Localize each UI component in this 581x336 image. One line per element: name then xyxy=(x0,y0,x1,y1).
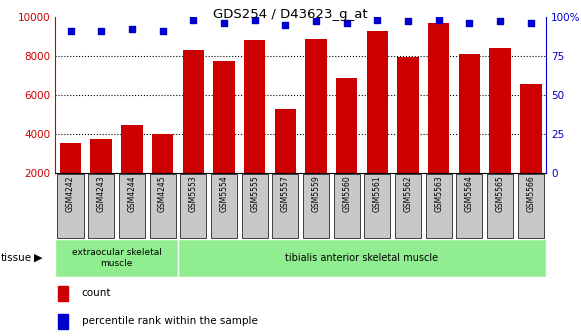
Text: GSM5564: GSM5564 xyxy=(465,175,474,212)
FancyBboxPatch shape xyxy=(149,174,175,238)
Text: tibialis anterior skeletal muscle: tibialis anterior skeletal muscle xyxy=(285,253,439,263)
FancyBboxPatch shape xyxy=(58,174,84,238)
Bar xyxy=(336,78,357,173)
Bar xyxy=(58,286,68,301)
Bar xyxy=(182,50,204,173)
FancyBboxPatch shape xyxy=(518,174,544,238)
Bar xyxy=(58,314,68,329)
FancyBboxPatch shape xyxy=(487,174,513,238)
Point xyxy=(311,19,321,24)
Text: GSM4245: GSM4245 xyxy=(158,175,167,212)
Point xyxy=(526,20,536,26)
FancyBboxPatch shape xyxy=(426,174,452,238)
Bar xyxy=(275,109,296,173)
Bar xyxy=(458,54,480,173)
FancyBboxPatch shape xyxy=(272,174,299,238)
Text: GSM5561: GSM5561 xyxy=(373,175,382,212)
FancyBboxPatch shape xyxy=(242,174,268,238)
Text: GSM5562: GSM5562 xyxy=(404,175,413,212)
Text: GSM5554: GSM5554 xyxy=(220,175,228,212)
FancyBboxPatch shape xyxy=(211,174,237,238)
Text: GSM5559: GSM5559 xyxy=(311,175,321,212)
Point xyxy=(250,17,259,23)
Bar xyxy=(367,32,388,173)
FancyBboxPatch shape xyxy=(180,174,206,238)
FancyBboxPatch shape xyxy=(364,174,390,238)
Text: ▶: ▶ xyxy=(34,253,42,263)
Text: GSM5560: GSM5560 xyxy=(342,175,351,212)
Bar xyxy=(244,40,266,173)
Bar xyxy=(60,143,81,173)
Text: extraocular skeletal
muscle: extraocular skeletal muscle xyxy=(71,248,162,267)
Point xyxy=(434,17,443,23)
Text: GSM5557: GSM5557 xyxy=(281,175,290,212)
Text: GSM5563: GSM5563 xyxy=(434,175,443,212)
FancyBboxPatch shape xyxy=(119,174,145,238)
Point xyxy=(496,19,505,24)
Bar xyxy=(520,84,541,173)
Point xyxy=(219,20,228,26)
Point xyxy=(465,20,474,26)
Point xyxy=(342,20,352,26)
FancyBboxPatch shape xyxy=(88,174,114,238)
FancyBboxPatch shape xyxy=(395,174,421,238)
Bar xyxy=(91,139,112,173)
Point xyxy=(66,28,75,34)
Text: GSM5553: GSM5553 xyxy=(189,175,198,212)
Text: GSM5566: GSM5566 xyxy=(526,175,535,212)
Point xyxy=(281,22,290,27)
Text: GSM5555: GSM5555 xyxy=(250,175,259,212)
FancyBboxPatch shape xyxy=(333,174,360,238)
Bar xyxy=(489,48,511,173)
Point xyxy=(96,28,106,34)
FancyBboxPatch shape xyxy=(303,174,329,238)
FancyBboxPatch shape xyxy=(457,174,482,238)
Point xyxy=(403,19,413,24)
Text: tissue: tissue xyxy=(1,253,33,263)
FancyBboxPatch shape xyxy=(178,239,546,277)
FancyBboxPatch shape xyxy=(55,239,178,277)
Bar xyxy=(213,61,235,173)
Text: GSM4244: GSM4244 xyxy=(127,175,137,212)
Text: GSM4243: GSM4243 xyxy=(96,175,106,212)
Bar xyxy=(397,57,419,173)
Bar xyxy=(121,125,143,173)
Text: GDS254 / D43623_g_at: GDS254 / D43623_g_at xyxy=(213,8,368,22)
Text: GSM5565: GSM5565 xyxy=(496,175,505,212)
Bar xyxy=(428,23,450,173)
Point xyxy=(373,17,382,23)
Bar xyxy=(305,39,327,173)
Text: GSM4242: GSM4242 xyxy=(66,175,75,211)
Point xyxy=(127,27,137,32)
Point xyxy=(189,17,198,23)
Point xyxy=(158,28,167,34)
Text: count: count xyxy=(82,289,111,298)
Text: percentile rank within the sample: percentile rank within the sample xyxy=(82,317,257,326)
Bar xyxy=(152,134,173,173)
